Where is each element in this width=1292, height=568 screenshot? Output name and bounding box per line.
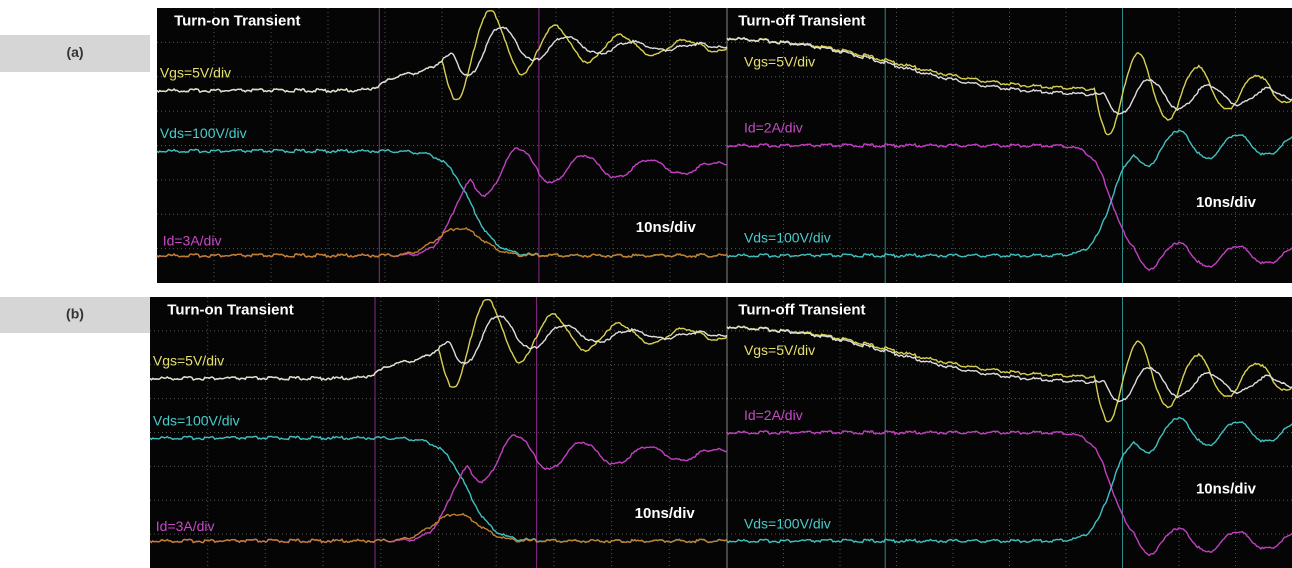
vgs-scale: Vgs=5V/div [160, 65, 231, 81]
vgs-scale: Vgs=5V/div [744, 342, 815, 358]
scope-screen [150, 297, 1292, 568]
timebase: 10ns/div [636, 219, 697, 236]
vgs-scale: Vgs=5V/div [153, 353, 224, 369]
panel-label: (a) [66, 44, 83, 60]
vds-scale: Vds=100V/div [744, 515, 831, 531]
timebase: 10ns/div [1196, 194, 1257, 211]
id-scale: Id=3A/div [163, 232, 222, 248]
scope-title: Turn-off Transient [738, 13, 865, 30]
figure: (a) Turn-on Transient Vgs=5V/div Vds=100V/d… [0, 0, 1292, 568]
scope-title: Turn-on Transient [167, 302, 293, 319]
id-scale: Id=3A/div [156, 518, 215, 534]
vds-scale: Vds=100V/div [153, 412, 240, 428]
scope-title: Turn-on Transient [174, 13, 300, 30]
panel-label: (b) [66, 306, 84, 322]
vds-scale: Vds=100V/div [160, 125, 247, 141]
scope-title: Turn-off Transient [738, 302, 865, 319]
timebase: 10ns/div [1196, 480, 1257, 497]
vgs-scale: Vgs=5V/div [744, 54, 815, 70]
scope-screen [157, 8, 1292, 283]
id-scale: Id=2A/div [744, 407, 803, 423]
timebase: 10ns/div [635, 505, 696, 522]
vds-scale: Vds=100V/div [744, 230, 831, 246]
id-scale: Id=2A/div [744, 120, 803, 136]
